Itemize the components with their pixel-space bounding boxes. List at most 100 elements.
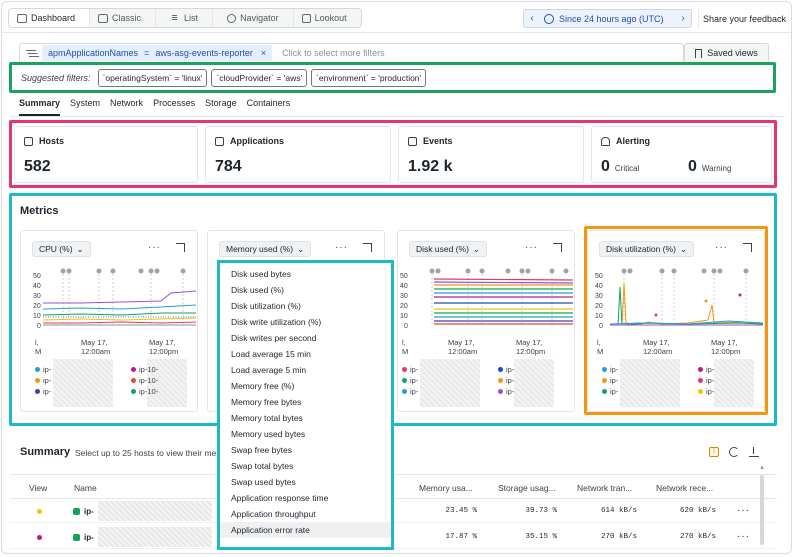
dropdown-option[interactable]: Disk used (%) (231, 285, 284, 295)
refresh-icon[interactable] (729, 447, 739, 457)
bookmark-icon (695, 48, 703, 58)
suggested-filter-chip[interactable]: `operatingSystem` = 'linux' (97, 68, 208, 87)
dropdown-option[interactable]: Memory free bytes (231, 397, 302, 407)
more-options-button[interactable]: ··· (335, 242, 348, 253)
column-header[interactable]: Memory usa... (419, 483, 473, 493)
column-header[interactable]: Storage usag... (498, 483, 556, 493)
filter-chip[interactable]: apmApplicationNames = aws-asg-events-rep… (42, 45, 273, 61)
more-options-button[interactable]: ··· (525, 242, 538, 253)
share-feedback-button[interactable]: Share your feedback (698, 9, 790, 28)
tab-label: Navigator (240, 13, 279, 23)
filter-bar[interactable]: apmApplicationNames = aws-asg-events-rep… (19, 43, 684, 63)
time-range-label[interactable]: Since 24 hours ago (UTC) (559, 13, 664, 24)
dropdown-option[interactable]: Swap free bytes (231, 445, 292, 455)
table-row[interactable]: ip- 17.87 % 35.15 % 270 kB/s 270 kB/s ··… (10, 526, 777, 549)
time-prev-button[interactable]: ‹ (530, 13, 534, 24)
cpu-chart-card: CPU (%) ⌄ ··· 50 40 30 20 10 0 (20, 230, 198, 412)
x-tick: l, M (597, 338, 604, 356)
hosts-card[interactable]: Hosts 582 (14, 126, 198, 183)
y-tick: 50 (33, 273, 41, 280)
redacted-area (98, 527, 212, 547)
row-more-button[interactable]: ··· (737, 505, 750, 516)
scroll-up-arrow[interactable]: ▲ (759, 465, 765, 471)
download-icon[interactable] (749, 447, 759, 457)
applications-count: 784 (215, 158, 242, 175)
column-header[interactable]: Name (74, 483, 97, 493)
dropdown-option[interactable]: Application throughput (231, 509, 316, 519)
tab-lookout[interactable]: Lookout (294, 9, 361, 27)
y-tick: 20 (400, 303, 408, 310)
host-name[interactable]: ip- (84, 507, 94, 516)
applications-card[interactable]: Applications 784 (205, 126, 391, 183)
dashboard-icon (17, 13, 27, 23)
tab-storage[interactable]: Storage (205, 98, 237, 108)
remove-filter-button[interactable]: × (260, 48, 267, 58)
list-icon (170, 14, 180, 23)
metric-selector-label: Disk used (%) (416, 244, 469, 254)
dropdown-option[interactable]: Load average 15 min (231, 349, 311, 359)
dropdown-option[interactable]: Disk writes per second (231, 333, 317, 343)
metric-selector[interactable]: Memory used (%) ⌄ (219, 241, 312, 257)
dropdown-option[interactable]: Disk utilization (%) (231, 301, 301, 311)
dropdown-option[interactable]: Application error rate (220, 522, 391, 538)
alerting-card[interactable]: Alerting 0 Critical 0 Warning (591, 126, 772, 183)
alert-warning: 0 Warning (688, 158, 731, 176)
tab-dashboard[interactable]: Dashboard (9, 9, 91, 27)
tab-list[interactable]: List (156, 9, 214, 27)
column-header[interactable]: View (29, 483, 48, 493)
warning-count: 0 (688, 158, 697, 175)
expand-icon[interactable] (176, 243, 185, 252)
dropdown-option[interactable]: Memory total bytes (231, 413, 303, 423)
metric-selector[interactable]: Disk used (%) ⌄ (409, 241, 488, 257)
tab-summary[interactable]: Summary (19, 98, 61, 116)
metric-selector[interactable]: CPU (%) ⌄ (32, 241, 91, 257)
warning-icon[interactable]: ! (709, 447, 719, 457)
legend-item: ip- (706, 365, 715, 374)
tab-navigator[interactable]: Navigator (213, 9, 294, 27)
more-options-button[interactable]: ··· (148, 242, 161, 253)
disk-utilization-chart: 50 40 30 20 10 0 (595, 268, 764, 330)
dropdown-option[interactable]: Memory free (%) (231, 381, 295, 391)
dropdown-option[interactable]: Memory used bytes (231, 429, 306, 439)
saved-views-button[interactable]: Saved views (684, 43, 769, 63)
dropdown-option[interactable]: Swap used bytes (231, 477, 296, 487)
metric-selector[interactable]: Disk utilization (%) ⌄ (599, 241, 695, 257)
dropdown-option[interactable]: Application response time (231, 493, 329, 503)
tab-containers[interactable]: Containers (246, 98, 291, 108)
filter-input-placeholder[interactable]: Click to select more filters (282, 48, 385, 58)
column-header[interactable]: Network tran... (577, 483, 633, 493)
tab-classic[interactable]: Classic (90, 9, 157, 27)
suggested-filter-chip[interactable]: `cloudProvider` = 'aws' (211, 68, 308, 87)
table-scrollbar[interactable] (760, 475, 764, 545)
chevron-down-icon: ⌄ (297, 243, 305, 254)
more-options-button[interactable]: ··· (715, 242, 728, 253)
expand-icon[interactable] (553, 243, 562, 252)
column-header[interactable]: Network rece... (656, 483, 714, 493)
x-tick: May 17, 12:00pm (516, 338, 546, 356)
suggested-filter-chip[interactable]: `environment` = 'production' (311, 68, 427, 87)
tab-system[interactable]: System (70, 98, 101, 108)
events-card[interactable]: Events 1.92 k (398, 126, 584, 183)
expand-icon[interactable] (743, 243, 752, 252)
dropdown-option[interactable]: Disk write utilization (%) (231, 317, 322, 327)
expand-icon[interactable] (363, 243, 372, 252)
legend-item: ip-10- (139, 387, 159, 396)
redacted-area (714, 359, 754, 407)
metrics-title: Metrics (20, 205, 59, 217)
time-next-button[interactable]: › (681, 13, 685, 24)
filter-operator: = (144, 48, 150, 58)
applications-title: Applications (230, 136, 285, 146)
memory-usage: 23.45 % (445, 507, 477, 515)
entity-tabs: Summary System Network Processes Storage… (19, 98, 290, 116)
view-dot (37, 535, 42, 540)
dropdown-option[interactable]: Load average 5 min (231, 365, 307, 375)
tab-processes[interactable]: Processes (153, 98, 196, 108)
dropdown-option[interactable]: Disk used bytes (231, 269, 291, 279)
y-axis: 50 40 30 20 10 0 (33, 273, 41, 330)
dropdown-option[interactable]: Swap total bytes (231, 461, 294, 471)
tab-label: List (184, 13, 199, 23)
row-more-button[interactable]: ··· (737, 531, 750, 542)
tab-network[interactable]: Network (110, 98, 144, 108)
legend-item: ip- (410, 376, 419, 385)
host-name[interactable]: ip- (84, 533, 94, 542)
